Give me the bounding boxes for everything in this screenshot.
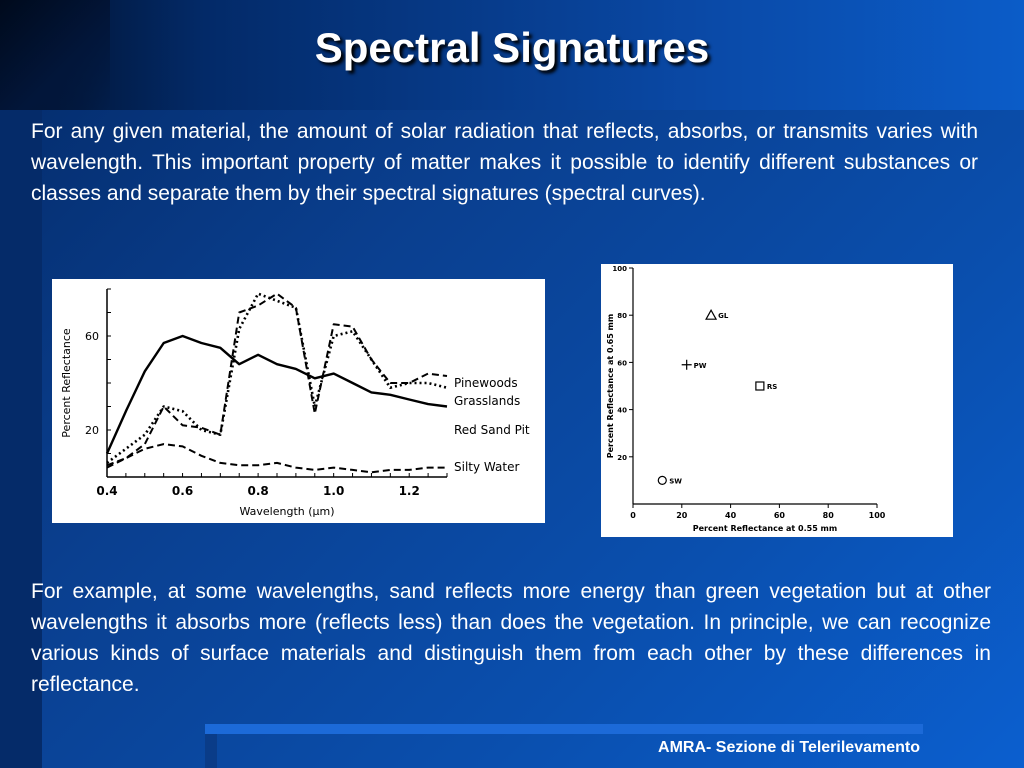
x-tick-label: 0	[630, 511, 636, 520]
point-rs-label: RS	[767, 383, 777, 391]
y-tick-label: 60	[85, 330, 99, 343]
x-tick-label: 0.4	[96, 484, 117, 498]
legend-label-red-sand-pit: Red Sand Pit	[454, 423, 530, 437]
point-gl-triangle-marker	[705, 308, 718, 320]
footer-label: AMRA- Sezione di Telerilevamento	[658, 739, 920, 756]
x-tick-label: 20	[676, 511, 688, 520]
spectral-curves-chart: 0.4 0.6 0.8 1.0 1.2 20 60 Wavelength (μm) Percen…	[52, 279, 545, 523]
point-gl-label: GL	[718, 312, 729, 320]
series-line-red-sand-pit	[105, 334, 448, 454]
corner-decoration	[0, 0, 110, 110]
x-tick-label: 0.6	[172, 484, 193, 498]
y-tick-label: 20	[617, 454, 627, 462]
point-pw-plus-marker	[681, 359, 692, 370]
left-band-decoration	[0, 110, 42, 768]
footer-strip	[205, 734, 217, 768]
y-tick-label: 60	[617, 359, 627, 367]
reflectance-scatter-svg: 0 20 40 60 80 100 20 40 60 80 100 Percent Reflectan…	[606, 265, 886, 533]
intro-paragraph: For any given material, the amount of so…	[31, 120, 978, 205]
point-pw-label: PW	[694, 362, 707, 370]
legend-label-silty-water: Silty Water	[454, 460, 519, 474]
series-line-grasslands	[106, 292, 448, 464]
x-axis-title: Percent Reflectance at 0.55 mm	[693, 524, 837, 533]
point-sw-label: SW	[669, 477, 682, 485]
y-tick-label: 100	[612, 265, 627, 273]
point-rs-square-marker	[755, 381, 765, 391]
y-tick-label: 20	[85, 424, 99, 437]
y-axis-title: Percent Reflectance at 0.65 mm	[606, 314, 615, 458]
legend-label-grasslands: Grasslands	[454, 394, 520, 408]
reflectance-scatter-chart: 0 20 40 60 80 100 20 40 60 80 100 Percent Reflectan…	[601, 264, 953, 537]
y-axis-title: Percent Reflectance	[60, 328, 73, 438]
x-tick-label: 80	[823, 511, 835, 520]
series-line-silty-water	[106, 443, 447, 474]
point-sw-circle-marker	[657, 475, 667, 485]
footer-bar	[205, 724, 923, 734]
x-tick-label: 60	[774, 511, 786, 520]
spectral-curves-svg: 0.4 0.6 0.8 1.0 1.2 20 60 Wavelength (μm) Percen…	[60, 288, 530, 518]
series-line-pinewoods	[106, 292, 448, 467]
example-paragraph: For example, at some wavelengths, sand r…	[31, 580, 991, 696]
x-tick-label: 100	[869, 511, 886, 520]
y-tick-label: 80	[617, 312, 627, 320]
y-tick-label: 40	[617, 407, 627, 415]
slide-title: Spectral Signatures	[314, 24, 710, 71]
title-band	[0, 0, 1024, 110]
x-tick-label: 1.0	[323, 484, 344, 498]
legend-label-pinewoods: Pinewoods	[454, 376, 518, 390]
x-axis-title: Wavelength (μm)	[239, 505, 334, 518]
x-tick-label: 1.2	[399, 484, 420, 498]
x-tick-label: 40	[725, 511, 737, 520]
x-tick-label: 0.8	[247, 484, 268, 498]
